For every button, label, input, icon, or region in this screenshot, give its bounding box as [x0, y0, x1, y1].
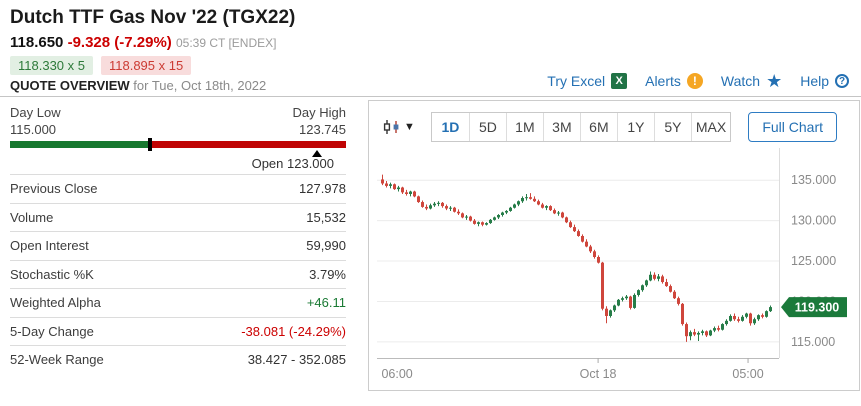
help-label: Help	[800, 73, 829, 89]
chevron-down-icon: ▼	[404, 121, 415, 133]
day-low-label: Day Low	[10, 105, 61, 120]
bid-quote: 118.330 x 5	[10, 56, 93, 75]
period-button-1d[interactable]: 1D	[431, 113, 469, 141]
table-row: Previous Close 127.978	[10, 174, 346, 203]
svg-text:130.000: 130.000	[791, 214, 836, 228]
stats-table: Previous Close 127.978 Volume 15,532 Ope…	[10, 174, 346, 374]
candlestick-chart-icon	[383, 119, 399, 134]
ask-quote: 118.895 x 15	[100, 56, 192, 75]
star-icon: ★	[766, 71, 783, 91]
stat-label: Volume	[10, 209, 54, 225]
table-row: 5-Day Change -38.081 (-24.29%)	[10, 316, 346, 346]
table-row: 52-Week Range 38.427 - 352.085	[10, 345, 346, 374]
period-button-1y[interactable]: 1Y	[616, 113, 654, 141]
stat-value: 38.427 - 352.085	[247, 352, 346, 368]
period-button-3m[interactable]: 3M	[542, 113, 580, 141]
stat-value: 127.978	[299, 181, 346, 197]
alerts-label: Alerts	[645, 73, 681, 89]
excel-icon: X	[611, 73, 628, 89]
watch-label: Watch	[720, 73, 761, 89]
period-button-1m[interactable]: 1M	[505, 113, 543, 141]
day-range-labels: Day Low 115.000 Day High 123.745	[10, 104, 346, 138]
period-button-5d[interactable]: 5D	[468, 113, 506, 141]
stat-label: Previous Close	[10, 181, 98, 197]
price-chart[interactable]: 135.000130.000125.000120.000115.00006:00…	[377, 148, 853, 384]
watch-link[interactable]: Watch ★	[720, 71, 783, 91]
last-price: 118.650	[10, 34, 64, 51]
day-high-label: Day High	[292, 105, 346, 120]
svg-text:Oct 18: Oct 18	[580, 367, 617, 381]
help-link[interactable]: Help ?	[800, 73, 849, 89]
question-mark-icon: ?	[835, 74, 849, 88]
last-price-marker	[148, 138, 153, 151]
stat-value: +46.11	[306, 295, 346, 311]
header-links: Try Excel X Alerts ! Watch ★ Help ?	[547, 71, 849, 91]
day-range-bar-low-segment	[10, 141, 151, 148]
open-price-label: Open 123.000	[251, 156, 334, 171]
stat-value: 3.79%	[309, 266, 346, 282]
header-divider	[0, 96, 861, 97]
quote-timestamp: 05:39 CT [ENDEX]	[175, 36, 277, 50]
stat-label: 52-Week Range	[10, 352, 104, 368]
svg-text:115.000: 115.000	[791, 335, 835, 349]
stat-label: Open Interest	[10, 238, 89, 254]
open-price-marker: Open 123.000	[10, 148, 346, 174]
quote-overview-heading: QUOTE OVERVIEW for Tue, Oct 18th, 2022	[10, 78, 266, 93]
open-triangle-icon	[312, 150, 323, 157]
full-chart-button[interactable]: Full Chart	[748, 112, 837, 142]
stat-value: 59,990	[306, 238, 346, 254]
price-line: 118.650 -9.328 (-7.29%) 05:39 CT [ENDEX]	[10, 34, 276, 51]
try-excel-link[interactable]: Try Excel X	[547, 73, 628, 89]
day-range-bar	[10, 138, 346, 151]
period-button-6m[interactable]: 6M	[579, 113, 617, 141]
quote-overview-label: QUOTE OVERVIEW	[10, 78, 130, 93]
day-low-value: 115.000	[10, 122, 57, 137]
table-row: Weighted Alpha +46.11	[10, 288, 346, 317]
table-row: Volume 15,532	[10, 202, 346, 232]
svg-text:119.300: 119.300	[795, 301, 840, 315]
page-title: Dutch TTF Gas Nov '22 (TGX22)	[10, 7, 296, 28]
stat-label: Weighted Alpha	[10, 295, 101, 311]
try-excel-label: Try Excel	[547, 73, 606, 89]
svg-text:06:00: 06:00	[381, 367, 412, 381]
bid-ask-row: 118.330 x 5 118.895 x 15	[10, 56, 192, 75]
chart-plot-area: 135.000130.000125.000120.000115.00006:00…	[377, 148, 859, 389]
period-button-group: 1D 5D 1M 3M 6M 1Y 5Y MAX	[430, 112, 732, 142]
stat-label: 5-Day Change	[10, 323, 94, 339]
price-change: -9.328 (-7.29%)	[67, 34, 172, 51]
svg-text:05:00: 05:00	[732, 367, 763, 381]
table-row: Open Interest 59,990	[10, 231, 346, 260]
alert-exclamation-icon: !	[686, 73, 703, 89]
svg-text:135.000: 135.000	[791, 173, 836, 187]
period-button-max[interactable]: MAX	[690, 113, 731, 141]
quote-overview-date: for Tue, Oct 18th, 2022	[133, 78, 267, 93]
alerts-link[interactable]: Alerts !	[645, 73, 703, 89]
chart-type-selector[interactable]: ▼	[383, 119, 415, 135]
stat-value: -38.081 (-24.29%)	[241, 323, 346, 339]
period-button-5y[interactable]: 5Y	[653, 113, 691, 141]
quote-summary-panel: Day Low 115.000 Day High 123.745 Open 12…	[10, 104, 346, 374]
chart-toolbar: ▼ 1D 5D 1M 3M 6M 1Y 5Y MAX Full Chart	[369, 101, 859, 142]
day-high-value: 123.745	[299, 122, 346, 137]
chart-widget: ▼ 1D 5D 1M 3M 6M 1Y 5Y MAX Full Chart 13…	[368, 100, 860, 391]
svg-text:125.000: 125.000	[791, 254, 836, 268]
stat-value: 15,532	[306, 209, 346, 225]
table-row: Stochastic %K 3.79%	[10, 259, 346, 289]
stat-label: Stochastic %K	[10, 266, 94, 282]
